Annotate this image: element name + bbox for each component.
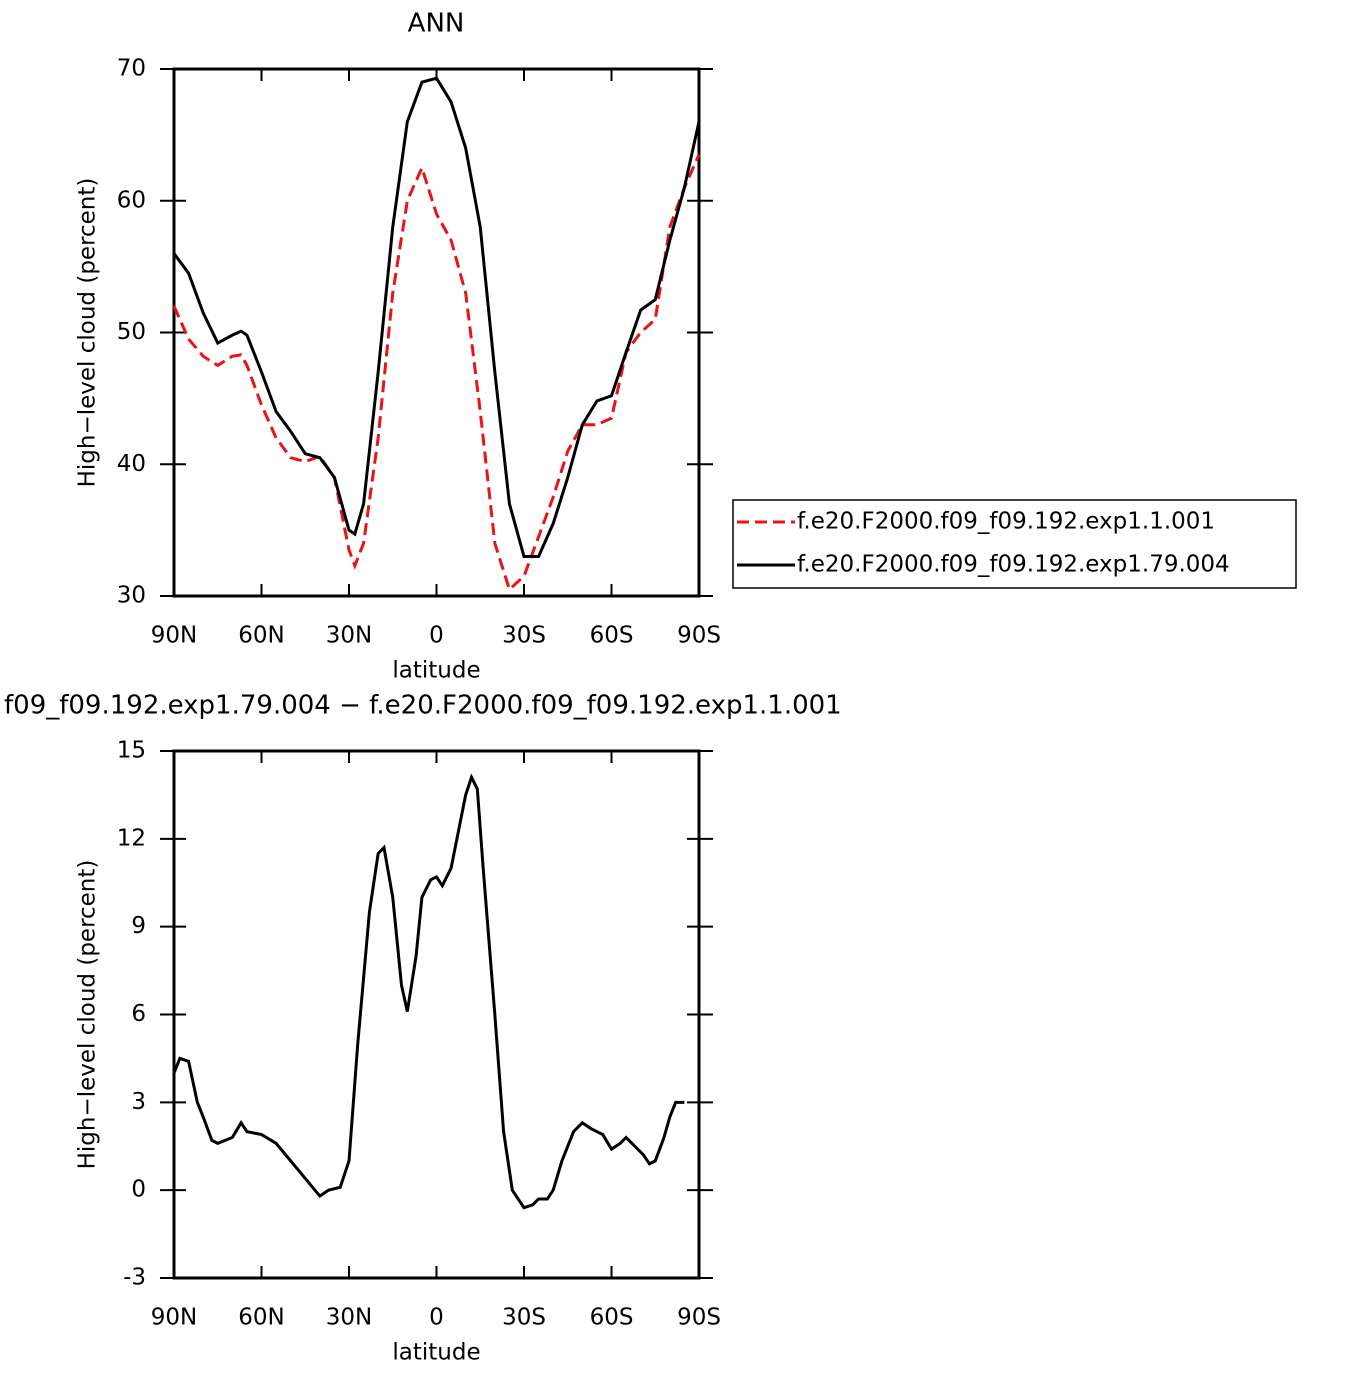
x-tick-label: 30S xyxy=(502,1305,546,1331)
x-tick-label: 90N xyxy=(151,1305,197,1331)
y-tick-label: 9 xyxy=(131,913,146,939)
data-line xyxy=(172,154,701,593)
x-tick-label: 0 xyxy=(429,1305,444,1331)
chart-title: ANN xyxy=(408,9,465,39)
legend-label: f.e20.F2000.f09_f09.192.exp1.79.004 xyxy=(797,552,1230,578)
chart-title: f09_f09.192.exp1.79.004 − f.e20.F2000.f0… xyxy=(4,691,842,721)
x-tick-label: 30N xyxy=(326,623,372,649)
x-tick-label: 90N xyxy=(151,623,197,649)
plot-frame xyxy=(172,67,701,598)
y-tick-label: 12 xyxy=(117,825,146,851)
x-tick-label: 30S xyxy=(502,623,546,649)
y-tick-label: 70 xyxy=(117,56,146,82)
x-tick-label: 60S xyxy=(590,1305,634,1331)
y-tick-label: 50 xyxy=(117,319,146,345)
y-tick-label: 30 xyxy=(117,583,146,609)
legend-label: f.e20.F2000.f09_f09.192.exp1.1.001 xyxy=(797,509,1215,535)
y-axis-label: High−level cloud (percent) xyxy=(75,860,101,1170)
y-tick-label: -3 xyxy=(123,1265,146,1291)
plot-frame xyxy=(172,749,701,1280)
y-tick-label: 0 xyxy=(131,1177,146,1203)
y-tick-label: 60 xyxy=(117,187,146,213)
x-tick-label: 0 xyxy=(429,623,444,649)
x-tick-label: 60N xyxy=(238,623,284,649)
legend-box xyxy=(732,499,1297,589)
x-tick-label: 60S xyxy=(590,623,634,649)
data-line xyxy=(172,76,701,558)
y-tick-label: 6 xyxy=(131,1001,146,1027)
x-tick-label: 30N xyxy=(326,1305,372,1331)
x-axis-label: latitude xyxy=(392,658,480,684)
y-tick-label: 15 xyxy=(117,738,146,764)
data-line xyxy=(172,773,685,1210)
x-tick-label: 60N xyxy=(238,1305,284,1331)
y-axis-label: High−level cloud (percent) xyxy=(75,178,101,488)
y-tick-label: 3 xyxy=(131,1089,146,1115)
y-tick-label: 40 xyxy=(117,451,146,477)
x-axis-label: latitude xyxy=(392,1340,480,1366)
x-tick-label: 90S xyxy=(677,623,721,649)
x-tick-label: 90S xyxy=(677,1305,721,1331)
